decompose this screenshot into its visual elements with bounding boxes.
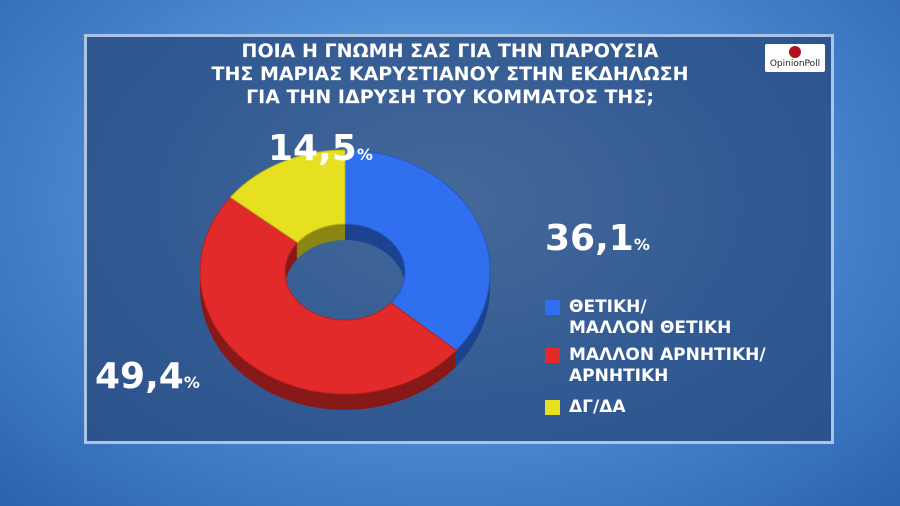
legend-swatch [545, 348, 560, 363]
legend-item: ΜΑΛΛΟΝ ΑΡΝΗΤΙΚΗ/ ΑΡΝΗΤΙΚΗ [545, 345, 766, 387]
legend-item: ΔΓ/ΔΑ [545, 397, 626, 418]
value-label: 49,4% [95, 356, 200, 397]
title-line: ΠΟΙΑ Η ΓΝΩΜΗ ΣΑΣ ΓΙΑ ΤΗΝ ΠΑΡΟΥΣΙΑ [241, 40, 659, 62]
legend-swatch [545, 400, 560, 415]
title-line: ΤΗΣ ΜΑΡΙΑΣ ΚΑΡΥΣΤΙΑΝΟΥ ΣΤΗΝ ΕΚΔΗΛΩΣΗ [211, 63, 689, 85]
logo: OpinionPoll [765, 44, 825, 72]
title-line: ΓΙΑ ΤΗΝ ΙΔΡΥΣΗ ΤΟΥ ΚΟΜΜΑΤΟΣ ΤΗΣ; [246, 86, 654, 108]
legend-label: ΔΓ/ΔΑ [569, 397, 626, 417]
value-label: 14,5% [268, 128, 373, 169]
legend-label: ΘΕΤΙΚΗ/ ΜΑΛΛΟΝ ΘΕΤΙΚΗ [569, 297, 732, 338]
slice [344, 149, 491, 352]
value-suffix: % [184, 373, 200, 392]
value-number: 49,4 [95, 356, 184, 397]
value-suffix: % [357, 145, 373, 164]
chart-title: ΠΟΙΑ Η ΓΝΩΜΗ ΣΑΣ ΓΙΑ ΤΗΝ ΠΑΡΟΥΣΙΑ ΤΗΣ ΜΑΡ… [150, 40, 750, 109]
value-number: 36,1 [545, 218, 634, 259]
slice [229, 149, 346, 244]
legend-item: ΘΕΤΙΚΗ/ ΜΑΛΛΟΝ ΘΕΤΙΚΗ [545, 297, 731, 339]
value-label: 36,1% [545, 218, 650, 259]
legend-swatch [545, 300, 560, 315]
value-number: 14,5 [268, 128, 357, 169]
slice [199, 196, 457, 395]
value-suffix: % [634, 235, 650, 254]
legend-label: ΜΑΛΛΟΝ ΑΡΝΗΤΙΚΗ/ ΑΡΝΗΤΙΚΗ [569, 345, 766, 386]
